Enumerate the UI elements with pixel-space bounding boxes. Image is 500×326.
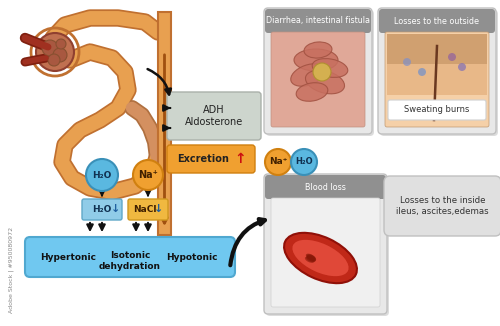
Ellipse shape: [306, 70, 344, 94]
Text: Hypertonic: Hypertonic: [40, 253, 96, 261]
Text: Sweating burns: Sweating burns: [404, 106, 469, 114]
Circle shape: [42, 40, 58, 56]
Text: Na⁺: Na⁺: [138, 170, 158, 180]
Ellipse shape: [290, 64, 326, 86]
Text: Excretion: Excretion: [177, 154, 229, 164]
Circle shape: [265, 149, 291, 175]
FancyBboxPatch shape: [82, 199, 122, 220]
Ellipse shape: [312, 59, 348, 77]
Circle shape: [53, 48, 67, 62]
Circle shape: [86, 159, 118, 191]
FancyBboxPatch shape: [384, 176, 500, 236]
Ellipse shape: [306, 254, 316, 260]
Ellipse shape: [307, 255, 316, 261]
Circle shape: [458, 63, 466, 71]
Text: H₂O: H₂O: [295, 157, 313, 167]
FancyBboxPatch shape: [264, 8, 372, 134]
Bar: [158, 12, 171, 235]
FancyBboxPatch shape: [378, 8, 496, 134]
Bar: [387, 95, 487, 125]
FancyBboxPatch shape: [271, 32, 365, 127]
Text: ADH
Aldosterone: ADH Aldosterone: [185, 105, 243, 127]
Bar: [387, 34, 487, 64]
Text: Losses to the inside
ileus, ascites,edemas: Losses to the inside ileus, ascites,edem…: [396, 196, 489, 216]
Circle shape: [133, 160, 163, 190]
FancyBboxPatch shape: [266, 10, 374, 136]
FancyBboxPatch shape: [388, 100, 486, 120]
FancyBboxPatch shape: [266, 176, 389, 316]
Text: NaCl: NaCl: [133, 204, 157, 214]
FancyBboxPatch shape: [265, 9, 371, 33]
FancyBboxPatch shape: [265, 175, 386, 199]
Text: Diarrhea, intestinal fistula: Diarrhea, intestinal fistula: [266, 17, 370, 25]
Text: H₂O: H₂O: [92, 170, 112, 180]
FancyBboxPatch shape: [128, 199, 168, 220]
Text: Losses to the outside: Losses to the outside: [394, 17, 480, 25]
FancyBboxPatch shape: [167, 92, 261, 140]
FancyBboxPatch shape: [271, 198, 380, 307]
Circle shape: [313, 63, 331, 81]
Circle shape: [36, 33, 74, 71]
FancyBboxPatch shape: [380, 10, 498, 136]
FancyBboxPatch shape: [25, 237, 235, 277]
Ellipse shape: [306, 256, 316, 262]
Text: Hypotonic: Hypotonic: [166, 253, 218, 261]
Ellipse shape: [294, 49, 338, 71]
Text: ↓: ↓: [154, 204, 164, 214]
Bar: [387, 64, 487, 95]
Text: ↓: ↓: [112, 204, 120, 214]
Ellipse shape: [304, 42, 332, 58]
Text: Adobe Stock | #950080972: Adobe Stock | #950080972: [8, 227, 14, 313]
FancyBboxPatch shape: [264, 174, 387, 314]
Text: Blood loss: Blood loss: [305, 183, 346, 191]
Ellipse shape: [292, 239, 350, 277]
Ellipse shape: [284, 233, 357, 283]
Ellipse shape: [296, 83, 328, 101]
Circle shape: [448, 53, 456, 61]
FancyBboxPatch shape: [385, 32, 489, 127]
Ellipse shape: [306, 254, 315, 260]
FancyBboxPatch shape: [167, 145, 255, 173]
FancyBboxPatch shape: [379, 9, 495, 33]
Text: H₂O: H₂O: [92, 204, 112, 214]
Circle shape: [56, 39, 66, 49]
Circle shape: [403, 58, 411, 66]
Text: Isotonic
dehydration: Isotonic dehydration: [99, 251, 161, 271]
Ellipse shape: [305, 257, 314, 263]
Circle shape: [48, 54, 60, 66]
Ellipse shape: [306, 256, 316, 262]
Text: ↑: ↑: [234, 152, 246, 166]
Circle shape: [291, 149, 317, 175]
Circle shape: [418, 68, 426, 76]
Text: Na⁺: Na⁺: [269, 157, 287, 167]
